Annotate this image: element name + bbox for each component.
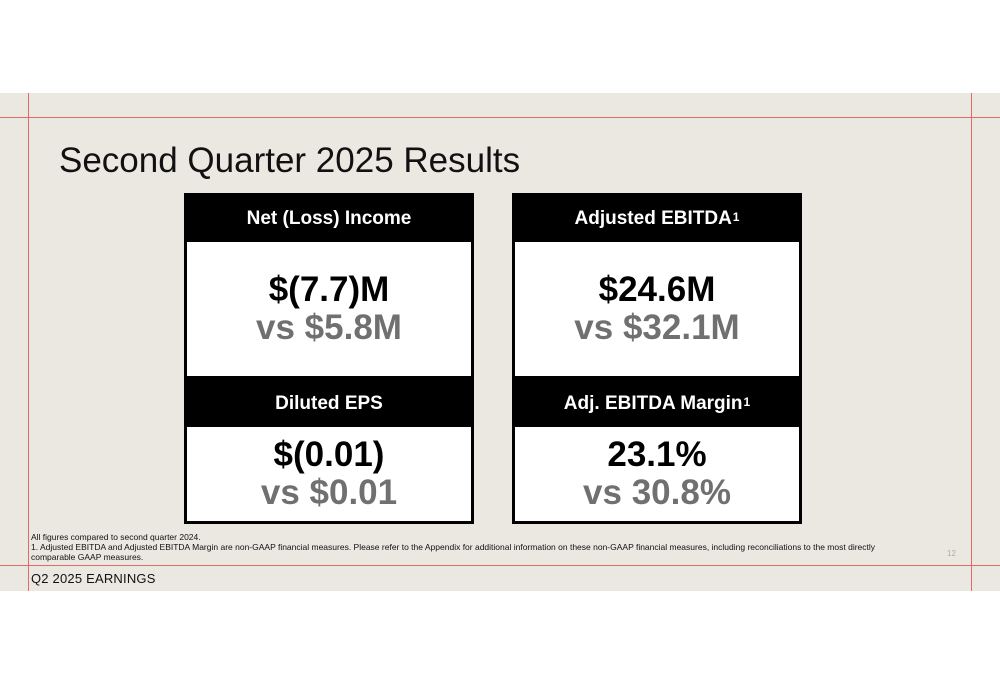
adj-ebitda-value: $24.6M (598, 269, 716, 309)
slide: Second Quarter 2025 Results Net (Loss) I… (0, 93, 1000, 591)
guide-line-bottom (0, 565, 1000, 566)
net-income-body: $(7.7)M vs $5.8M (187, 242, 471, 376)
adj-ebitda-margin-footnote-ref: 1 (743, 395, 751, 409)
adj-ebitda-footnote-ref: 1 (732, 210, 740, 224)
adj-ebitda-margin-value: 23.1% (607, 434, 707, 474)
diluted-eps-card: Diluted EPS $(0.01) vs $0.01 (184, 378, 474, 524)
net-income-card: Net (Loss) Income $(7.7)M vs $5.8M (184, 193, 474, 379)
footer-label: Q2 2025 EARNINGS (31, 571, 156, 586)
net-income-comparison: vs $5.8M (256, 308, 402, 347)
diluted-eps-header: Diluted EPS (187, 381, 471, 427)
adj-ebitda-header-label: Adjusted EBITDA (574, 208, 732, 229)
adj-ebitda-margin-card: Adj. EBITDA Margin 1 23.1% vs 30.8% (512, 378, 802, 524)
footnote-comparison: All figures compared to second quarter 2… (31, 532, 201, 542)
net-income-header: Net (Loss) Income (187, 196, 471, 242)
adj-ebitda-margin-header: Adj. EBITDA Margin 1 (515, 381, 799, 427)
adj-ebitda-body: $24.6M vs $32.1M (515, 242, 799, 376)
adj-ebitda-margin-comparison: vs 30.8% (583, 473, 731, 512)
page-number: 12 (947, 549, 956, 558)
guide-line-top (0, 117, 1000, 118)
footnote-non-gaap: 1. Adjusted EBITDA and Adjusted EBITDA M… (31, 542, 876, 562)
adj-ebitda-comparison: vs $32.1M (574, 308, 740, 347)
guide-line-left (28, 93, 29, 591)
adj-ebitda-margin-header-label: Adj. EBITDA Margin (563, 393, 743, 414)
net-income-header-label: Net (Loss) Income (246, 208, 412, 229)
guide-line-right (971, 93, 972, 591)
diluted-eps-comparison: vs $0.01 (260, 473, 398, 512)
adj-ebitda-margin-body: 23.1% vs 30.8% (515, 427, 799, 521)
diluted-eps-header-label: Diluted EPS (275, 393, 383, 414)
adj-ebitda-header: Adjusted EBITDA 1 (515, 196, 799, 242)
diluted-eps-value: $(0.01) (273, 434, 385, 474)
adj-ebitda-card: Adjusted EBITDA 1 $24.6M vs $32.1M (512, 193, 802, 379)
net-income-value: $(7.7)M (268, 269, 390, 309)
diluted-eps-body: $(0.01) vs $0.01 (187, 427, 471, 521)
slide-title: Second Quarter 2025 Results (59, 141, 521, 180)
